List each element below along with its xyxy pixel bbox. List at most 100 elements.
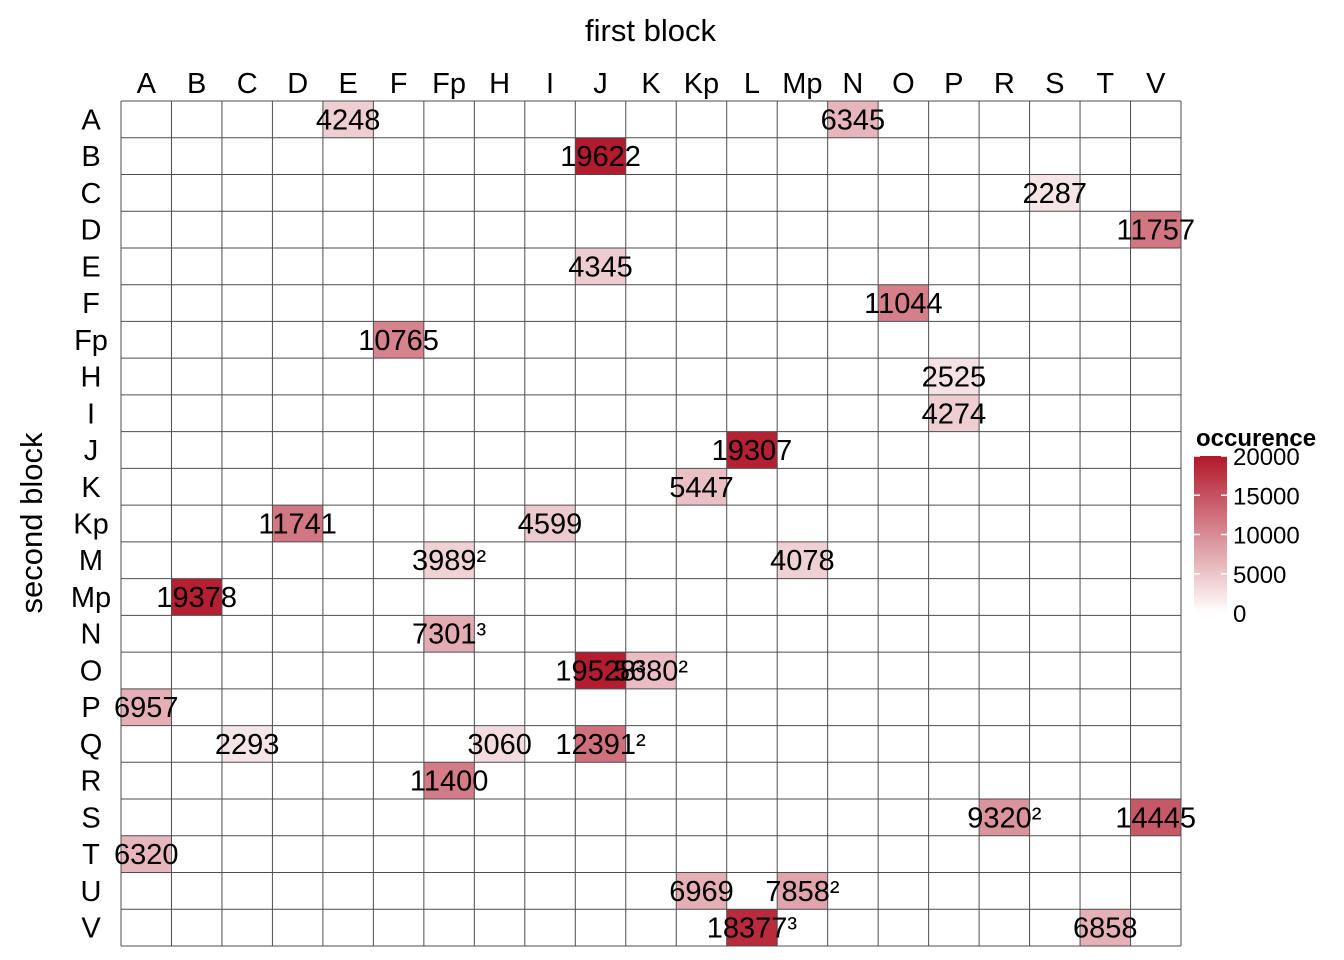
- y-tick-label: C: [81, 178, 102, 210]
- cell-value-label: 2293: [215, 729, 280, 761]
- heatmap-cell: [676, 468, 727, 506]
- cell-value-label: 6957: [114, 692, 179, 724]
- cell-value-label: 3060: [467, 729, 532, 761]
- y-tick-label: M: [79, 545, 103, 577]
- y-tick-label: K: [81, 472, 101, 504]
- legend-tick-label: 15000: [1233, 483, 1300, 510]
- heatmap-cell: [423, 762, 475, 800]
- y-tick-label: A: [81, 104, 101, 136]
- x-tick-label: C: [237, 68, 258, 100]
- cell-value-label: 5680²: [614, 655, 689, 687]
- cell-value-label: 11044: [864, 288, 943, 320]
- cell-value-label: 11741: [258, 509, 337, 541]
- cell-labels: 4248 6345 19622 2287 11757 4345 11044 10765 2525…: [114, 104, 1196, 944]
- legend-title: occurence: [1196, 425, 1316, 452]
- y-axis-title: second block: [14, 432, 49, 613]
- legend-tick-label: 5000: [1233, 562, 1286, 589]
- x-tick-label: D: [287, 68, 308, 100]
- cell-value-label: 19622: [560, 141, 641, 173]
- cell-value-label: 18377³: [707, 913, 798, 945]
- y-tick-label: Kp: [73, 509, 108, 541]
- heatmap-cell: [171, 578, 222, 616]
- cell-value-label: 6969: [669, 876, 734, 908]
- x-tick-label: Mp: [782, 68, 822, 100]
- y-tick-label: I: [87, 398, 95, 430]
- y-tick-label: P: [81, 692, 100, 724]
- heatmap-cell: [121, 688, 172, 726]
- cell-value-label: 19528³: [555, 655, 646, 687]
- cell-value-label: 4078: [770, 545, 835, 577]
- x-tick-label: V: [1146, 68, 1166, 100]
- cell-value-label: 6858: [1073, 913, 1138, 945]
- x-tick-label: T: [1096, 68, 1114, 100]
- heatmap-cell: [1130, 211, 1181, 248]
- y-tick-label: F: [82, 288, 100, 320]
- cell-value-label: 10765: [358, 325, 439, 357]
- heatmap-cell: [625, 652, 677, 689]
- heatmap-cell: [726, 431, 778, 469]
- y-tick-label: Q: [80, 729, 103, 761]
- y-tick-label: J: [84, 435, 99, 467]
- cell-value-label: 2525: [922, 362, 987, 394]
- heatmap-cell: [423, 541, 475, 579]
- heatmap-cell: [575, 247, 626, 285]
- legend-tick-label: 20000: [1233, 444, 1300, 471]
- x-tick-label: H: [489, 68, 510, 100]
- x-tick-label: N: [842, 68, 863, 100]
- heatmap-cell: [878, 284, 929, 322]
- y-tick-label: E: [81, 251, 100, 283]
- y-tick-label: O: [80, 655, 103, 687]
- cell-value-label: 5447: [669, 472, 734, 504]
- x-tick-label: Fp: [432, 68, 466, 100]
- cell-value-label: 14445: [1115, 802, 1196, 834]
- color-legend: occurence 0 5000 10000 15000 20000: [1194, 425, 1316, 628]
- cell-value-label: 19378: [156, 582, 237, 614]
- heatmap-cell: [928, 358, 980, 395]
- x-tick-label: Kp: [684, 68, 719, 100]
- cell-value-label: 2287: [1023, 178, 1088, 210]
- y-tick-label: B: [81, 141, 100, 173]
- cell-value-label: 19307: [712, 435, 793, 467]
- heatmap-cells: [121, 101, 1181, 946]
- heatmap-cell: [221, 725, 273, 763]
- y-tick-label: T: [82, 839, 100, 871]
- x-tick-label: O: [892, 68, 915, 100]
- x-axis-title: first block: [585, 13, 716, 48]
- y-tick-label: D: [81, 215, 102, 247]
- x-tick-label: L: [744, 68, 760, 100]
- heatmap-cell: [121, 835, 172, 873]
- cell-value-label: 4599: [518, 509, 583, 541]
- x-tick-label: S: [1045, 68, 1064, 100]
- x-tick-label: I: [546, 68, 554, 100]
- heatmap-cell: [777, 541, 828, 579]
- legend-ticks: 0 5000 10000 15000 20000: [1194, 444, 1300, 628]
- heatmap-cell: [979, 799, 1030, 836]
- x-tick-label: B: [187, 68, 206, 100]
- heatmap-cell: [726, 909, 778, 946]
- cell-value-label: 12391²: [555, 729, 646, 761]
- x-tick-label: P: [944, 68, 963, 100]
- grid-lines: [120, 100, 1182, 947]
- cell-value-label: 11757: [1117, 215, 1196, 247]
- heatmap-cell: [322, 101, 374, 138]
- x-tick-label: F: [390, 68, 408, 100]
- y-tick-label: U: [81, 876, 102, 908]
- y-tick-label: R: [81, 766, 102, 798]
- heatmap-cell: [524, 505, 576, 542]
- heatmap-cell: [423, 615, 475, 653]
- legend-tick-label: 0: [1233, 601, 1246, 628]
- x-tick-labels: A B C D E F Fp H I J K Kp L Mp N O P R S T V: [137, 68, 1167, 100]
- heatmap-cell: [1080, 909, 1131, 946]
- y-tick-label: N: [81, 619, 102, 651]
- cell-value-label: 4248: [316, 104, 381, 136]
- cell-value-label: 4345: [568, 251, 633, 283]
- heatmap-cell: [575, 137, 626, 175]
- cell-value-label: 6320: [114, 839, 179, 871]
- y-tick-label: V: [81, 913, 101, 945]
- cell-value-label: 9320²: [967, 802, 1042, 834]
- heatmap-cell: [373, 321, 424, 359]
- cell-value-label: 7301³: [412, 619, 487, 651]
- heatmap-cell: [676, 872, 727, 910]
